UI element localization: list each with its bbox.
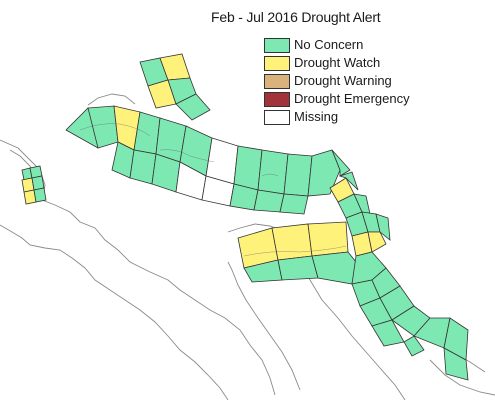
lesser-antilles-cells xyxy=(329,171,391,257)
island-outlines xyxy=(79,123,347,257)
legend-label: No Concern xyxy=(294,37,364,52)
legend-label: Drought Warning xyxy=(294,73,392,88)
legend-swatch xyxy=(264,92,290,107)
legend-swatch xyxy=(264,74,290,89)
antilles-cells xyxy=(65,105,351,215)
legend-label: Drought Watch xyxy=(294,55,381,70)
legend-swatch xyxy=(264,56,290,71)
legend-swatch xyxy=(264,38,290,53)
belize-cells xyxy=(21,165,47,205)
legend-swatch xyxy=(264,110,290,125)
bahamas-cells xyxy=(139,53,211,121)
map-title: Feb - Jul 2016 Drought Alert xyxy=(211,9,381,25)
southamerica-cells xyxy=(237,221,469,381)
legend-label: Missing xyxy=(294,109,339,124)
legend-label: Drought Emergency xyxy=(294,91,410,106)
